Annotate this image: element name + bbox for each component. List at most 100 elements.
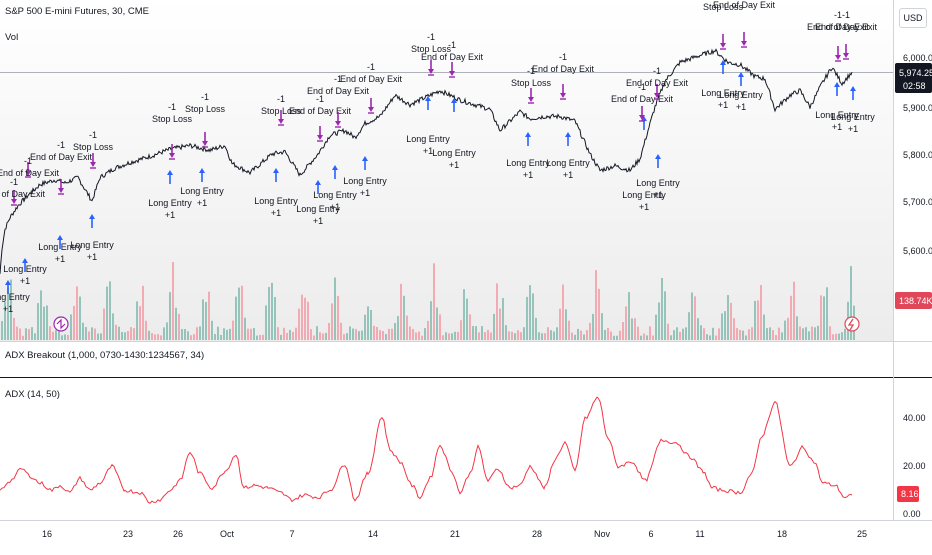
volume-bar <box>109 281 111 340</box>
entry-arrow-head[interactable] <box>199 168 205 173</box>
entry-arrow-head[interactable] <box>332 165 338 170</box>
exit-arrow-head[interactable] <box>11 199 17 204</box>
exit-arrow-head[interactable] <box>843 53 849 58</box>
time-label: 21 <box>450 529 460 539</box>
volume-bar <box>241 285 243 340</box>
volume-bar <box>313 335 315 340</box>
volume-bar <box>784 320 786 340</box>
entry-arrow-head[interactable] <box>641 116 647 121</box>
volume-bar <box>58 326 60 340</box>
volume-bar <box>253 328 255 340</box>
volume-bar <box>277 327 279 340</box>
entry-arrow-head[interactable] <box>5 280 11 285</box>
exit-arrow-head[interactable] <box>58 188 64 193</box>
volume-bar <box>376 326 378 340</box>
volume-bar <box>205 302 207 340</box>
entry-arrow-head[interactable] <box>850 86 856 91</box>
entry-qty-label: +1 <box>20 276 30 286</box>
volume-bar <box>682 328 684 340</box>
currency-button[interactable]: USD <box>899 8 927 28</box>
volume-bar <box>637 326 639 340</box>
volume-badge: 138.74K <box>895 292 932 309</box>
volume-bar <box>40 290 42 340</box>
current-price-value: 5,974.25 <box>899 68 932 78</box>
adx-title[interactable]: ADX (14, 50) <box>5 389 60 400</box>
exit-arrow-head[interactable] <box>449 71 455 76</box>
exit-arrow-head[interactable] <box>202 141 208 146</box>
volume-bar <box>232 320 234 340</box>
volume-bar <box>31 327 33 340</box>
volume-bar <box>469 314 471 340</box>
entry-arrow-head[interactable] <box>315 180 321 185</box>
entry-arrow-head[interactable] <box>167 170 173 175</box>
volume-bar <box>100 333 102 340</box>
entry-arrow-head[interactable] <box>525 132 531 137</box>
exit-arrow-head[interactable] <box>835 55 841 60</box>
time-label: Oct <box>220 529 235 539</box>
exit-arrow-head[interactable] <box>560 93 566 98</box>
volume-bar <box>427 320 429 340</box>
exit-qty-label: -1 <box>842 10 850 20</box>
exit-arrow-head[interactable] <box>428 69 434 74</box>
time-label: 6 <box>648 529 653 539</box>
volume-bar <box>271 282 273 340</box>
exit-label: End of Day Exit <box>815 22 878 32</box>
exit-qty-label: -1 <box>334 74 342 84</box>
exit-arrow-head[interactable] <box>335 121 341 126</box>
exit-qty-label: -1 <box>427 32 435 42</box>
entry-arrow-head[interactable] <box>565 132 571 137</box>
volume-bar <box>178 313 180 340</box>
exit-arrow-head[interactable] <box>368 107 374 112</box>
exit-arrow-head[interactable] <box>317 135 323 140</box>
exit-arrow-head[interactable] <box>741 41 747 46</box>
volume-bar <box>850 266 852 340</box>
price-tick: 5,900.00 <box>903 103 932 113</box>
strategy-title[interactable]: ADX Breakout (1,000, 0730-1430:1234567, … <box>5 350 204 361</box>
entry-arrow-head[interactable] <box>273 168 279 173</box>
exit-label: End of Day Exit <box>307 86 370 96</box>
volume-bar <box>613 335 615 340</box>
entry-arrow-head[interactable] <box>57 235 63 240</box>
entry-qty-label: +1 <box>848 124 858 134</box>
volume-bar <box>151 333 153 340</box>
exit-arrow-head[interactable] <box>720 43 726 48</box>
exit-arrow-head[interactable] <box>169 153 175 158</box>
exit-qty-label: -1 <box>201 92 209 102</box>
volume-bar <box>691 292 693 340</box>
earnings-event-icon[interactable] <box>844 316 860 332</box>
adx-line <box>0 396 853 504</box>
volume-bar <box>787 317 789 340</box>
exit-arrow-head[interactable] <box>25 171 31 176</box>
volume-bar <box>343 334 345 340</box>
exit-label: End of Day Exit <box>340 74 403 84</box>
volume-label[interactable]: Vol <box>5 32 18 43</box>
volume-bar <box>202 299 204 340</box>
adx-axis[interactable]: 40.00 20.00 0.00 <box>903 413 926 519</box>
exit-arrow-head[interactable] <box>528 97 534 102</box>
entry-arrow-head[interactable] <box>22 258 28 263</box>
entry-arrow-head[interactable] <box>425 96 431 101</box>
exit-arrow-head[interactable] <box>278 119 284 124</box>
volume-bar <box>121 332 123 340</box>
volume-bar <box>244 317 246 340</box>
exit-arrow-head[interactable] <box>654 93 660 98</box>
exit-arrow-head[interactable] <box>639 115 645 120</box>
entry-arrow-head[interactable] <box>362 156 368 161</box>
volume-bar <box>448 333 450 340</box>
entry-arrow-head[interactable] <box>834 82 840 87</box>
entry-arrow-head[interactable] <box>738 72 744 77</box>
entry-arrow-head[interactable] <box>720 60 726 65</box>
exit-arrow-head[interactable] <box>90 162 96 167</box>
volume-bar <box>520 332 522 340</box>
entry-arrow-head[interactable] <box>655 154 661 159</box>
volume-bar <box>1 321 3 340</box>
dividend-event-icon[interactable] <box>53 316 69 332</box>
entry-arrow-head[interactable] <box>451 98 457 103</box>
time-axis[interactable]: 16 23 26 Oct 7 14 21 28 Nov 6 11 18 25 <box>42 529 867 539</box>
entry-arrow-head[interactable] <box>89 214 95 219</box>
volume-bar <box>775 335 777 340</box>
price-axis[interactable]: 6,000.00 5,900.00 5,800.00 5,700.00 5,60… <box>903 53 932 256</box>
volume-bar <box>604 330 606 340</box>
symbol-title[interactable]: S&P 500 E-mini Futures, 30, CME <box>5 6 149 17</box>
